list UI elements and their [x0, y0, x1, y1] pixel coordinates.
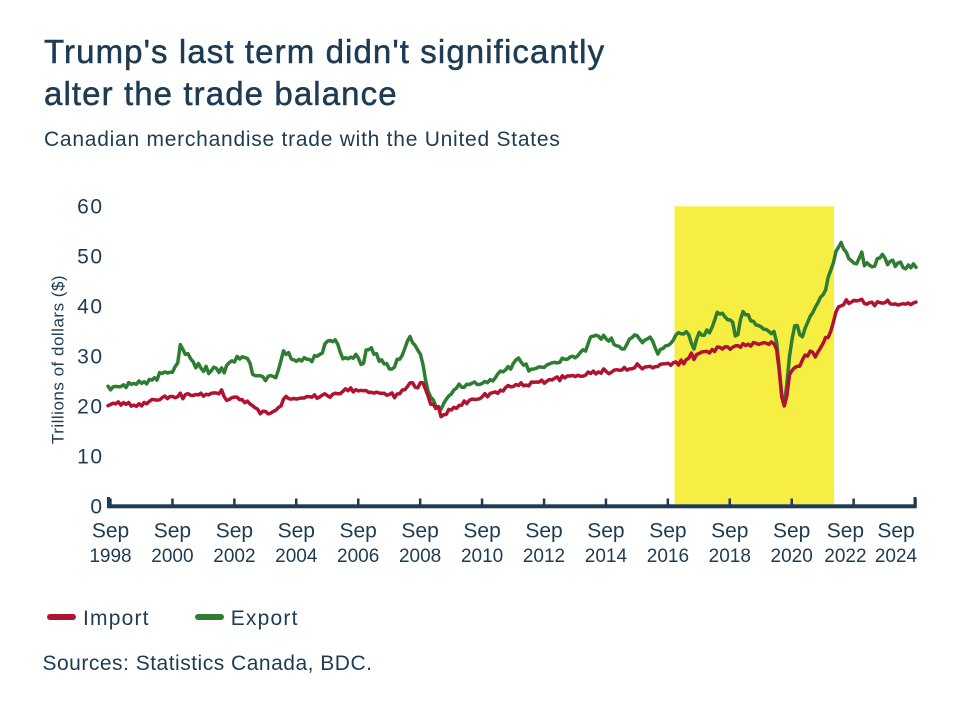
svg-text:Sep: Sep	[154, 520, 191, 543]
svg-text:Sep: Sep	[92, 520, 129, 543]
svg-text:Sep: Sep	[877, 520, 914, 543]
svg-text:60: 60	[77, 196, 103, 219]
svg-text:2008: 2008	[399, 546, 441, 567]
svg-text:0: 0	[90, 496, 103, 519]
svg-text:1998: 1998	[89, 546, 131, 567]
svg-text:Sep: Sep	[463, 520, 500, 543]
svg-text:2006: 2006	[337, 546, 379, 567]
svg-text:Sep: Sep	[711, 520, 748, 543]
svg-text:Sep: Sep	[216, 520, 253, 543]
svg-text:Sep: Sep	[525, 520, 562, 543]
svg-text:50: 50	[77, 246, 103, 269]
svg-text:20: 20	[77, 396, 103, 419]
svg-text:Sep: Sep	[278, 520, 315, 543]
svg-text:Trillions of dollars ($): Trillions of dollars ($)	[49, 275, 68, 444]
svg-text:40: 40	[77, 296, 103, 319]
svg-text:2016: 2016	[647, 546, 689, 567]
svg-text:10: 10	[77, 446, 103, 469]
svg-text:2024: 2024	[875, 546, 918, 567]
svg-text:Sep: Sep	[773, 520, 810, 543]
svg-text:2018: 2018	[709, 546, 751, 567]
svg-text:2014: 2014	[585, 546, 628, 567]
svg-text:2010: 2010	[461, 546, 503, 567]
svg-text:2002: 2002	[213, 546, 255, 567]
svg-text:2004: 2004	[275, 546, 318, 567]
svg-text:30: 30	[77, 346, 103, 369]
svg-text:Sep: Sep	[587, 520, 624, 543]
svg-text:2000: 2000	[151, 546, 193, 567]
svg-text:2022: 2022	[824, 546, 866, 567]
svg-text:2012: 2012	[523, 546, 565, 567]
svg-text:Sep: Sep	[340, 520, 377, 543]
svg-text:2020: 2020	[771, 546, 813, 567]
svg-text:Sep: Sep	[401, 520, 438, 543]
svg-text:Sep: Sep	[649, 520, 686, 543]
svg-text:Sep: Sep	[827, 520, 864, 543]
